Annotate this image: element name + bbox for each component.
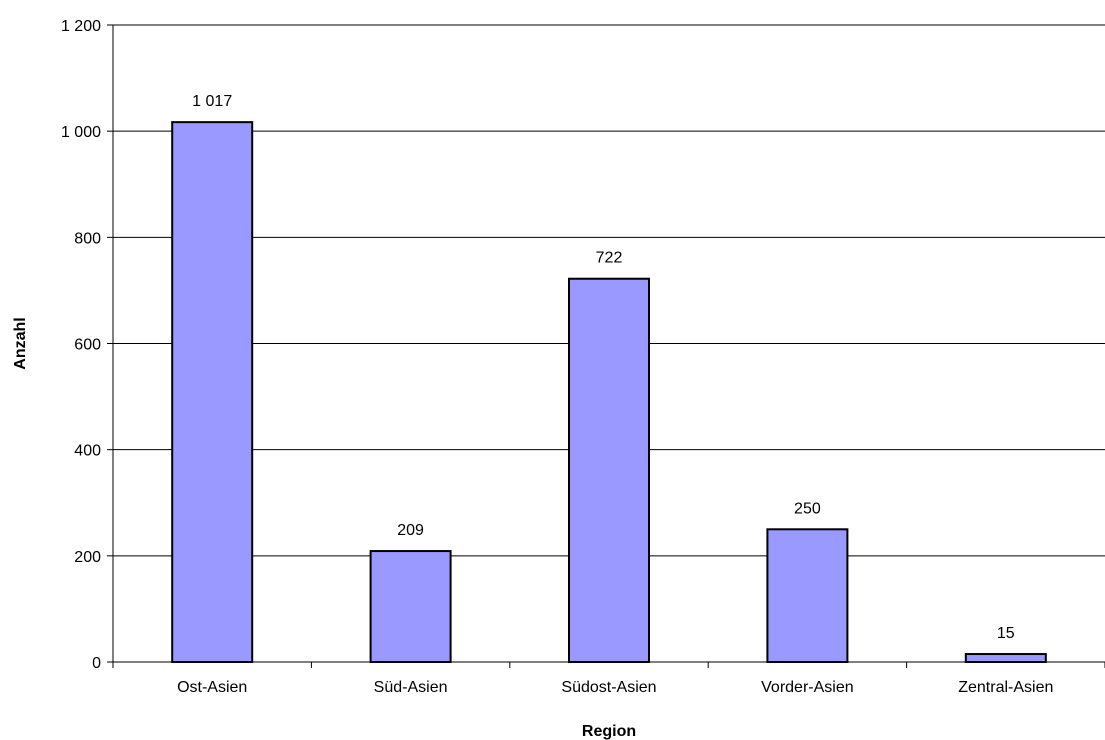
y-tick-label: 800 bbox=[74, 230, 101, 247]
data-label: 209 bbox=[397, 522, 424, 539]
data-label: 15 bbox=[997, 625, 1015, 642]
y-tick-label: 1 000 bbox=[61, 124, 101, 141]
y-tick-label: 200 bbox=[74, 549, 101, 566]
x-axis-title: Region bbox=[582, 723, 636, 740]
data-label: 250 bbox=[794, 500, 821, 517]
x-axis-ticks: Ost-Asien Süd-Asien Südost-Asien Vorder-Asi… bbox=[112, 662, 1105, 696]
data-label: 722 bbox=[596, 250, 623, 267]
x-tick-label: Vorder-Asien bbox=[761, 679, 854, 696]
y-tick-label: 600 bbox=[74, 337, 101, 354]
data-labels: 1 017 209 722 250 15 bbox=[192, 93, 1015, 642]
y-tick-label: 0 bbox=[92, 655, 101, 672]
bar bbox=[568, 277, 650, 663]
x-tick-label: Südost-Asien bbox=[561, 679, 656, 696]
x-tick-label: Süd-Asien bbox=[374, 679, 448, 696]
data-label: 1 017 bbox=[192, 93, 232, 110]
y-tick-label: 400 bbox=[74, 443, 101, 460]
bar bbox=[171, 121, 254, 663]
y-axis-ticks: 0 200 400 600 800 1 000 1 200 bbox=[61, 18, 113, 672]
bar bbox=[766, 528, 849, 664]
bar bbox=[369, 550, 452, 664]
bars bbox=[171, 121, 1047, 664]
x-tick-label: Ost-Asien bbox=[177, 679, 247, 696]
y-axis-title: Anzahl bbox=[12, 317, 29, 369]
x-tick-label: Zentral-Asien bbox=[958, 679, 1053, 696]
y-tick-label: 1 200 bbox=[61, 18, 101, 35]
bar bbox=[964, 653, 1047, 663]
